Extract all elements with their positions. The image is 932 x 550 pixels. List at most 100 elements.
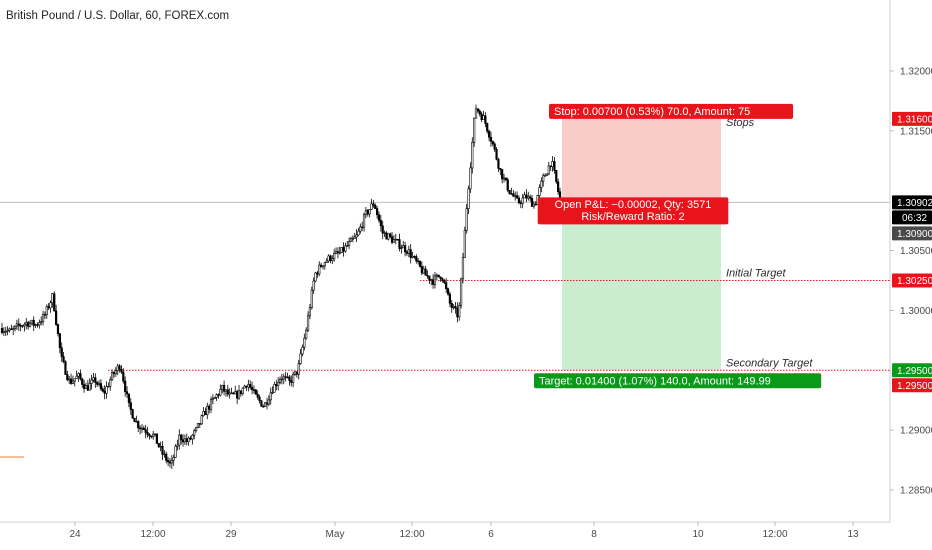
candle-body [394, 238, 397, 241]
candle-body [120, 369, 123, 373]
candle-body [43, 314, 47, 316]
candle-body [10, 328, 13, 330]
x-tick-label-3[interactable]: May [326, 529, 345, 540]
candle-body [392, 239, 396, 243]
stop-price-badge: 1.31600 [897, 114, 932, 125]
x-tick-label-8[interactable]: 12:00 [762, 529, 787, 540]
candle-body [23, 323, 26, 327]
candle-body [452, 306, 455, 308]
candle-body [288, 376, 291, 381]
candle-body [90, 379, 93, 384]
candle-body [252, 389, 256, 391]
candle-body [105, 386, 108, 394]
candle-body [428, 275, 431, 281]
chart-title: British Pound / U.S. Dollar, 60, FOREX.c… [6, 10, 229, 22]
x-tick-label-6[interactable]: 8 [591, 529, 597, 540]
candle-body [411, 255, 414, 258]
candle-body [385, 232, 388, 240]
candle-body [15, 323, 19, 327]
candle-body [237, 390, 241, 399]
candle-body [504, 177, 507, 181]
candle-body [398, 239, 401, 249]
candle-body [137, 421, 140, 429]
candle-body [555, 170, 558, 183]
candle-body [415, 256, 418, 262]
candle-body [66, 374, 69, 381]
candle-body [28, 322, 32, 327]
candle-body [463, 230, 466, 258]
candle-body [47, 306, 50, 309]
candle-body [547, 165, 550, 175]
candle-body [88, 383, 91, 391]
candle-body [221, 384, 224, 390]
stop-label: Stop: 0.00700 (0.53%) 70.0, Amount: 75 [554, 106, 750, 118]
candle-body [174, 445, 177, 458]
candle-body [278, 378, 282, 383]
candle-body [306, 315, 310, 331]
candle-body [557, 181, 560, 193]
x-tick-label-2[interactable]: 29 [225, 529, 237, 540]
current-price-badge-bg [892, 195, 932, 210]
candle-body [489, 136, 493, 142]
time-axis-ticks[interactable]: 24 12:00 29 May 12:00 6 8 10 12:00 13 [69, 522, 859, 540]
y-tick-label-0[interactable]: 1.32000 [900, 66, 932, 77]
candle-body [299, 353, 302, 364]
candle-body [514, 195, 517, 197]
candle-body [368, 209, 371, 215]
candle-body [495, 148, 498, 160]
x-tick-label-1[interactable]: 12:00 [140, 529, 165, 540]
candle-body [194, 427, 198, 431]
x-tick-label-0[interactable]: 24 [69, 529, 81, 540]
candle-body [538, 187, 541, 196]
candle-body [473, 117, 476, 143]
y-tick-label-5[interactable]: 1.28500 [900, 486, 932, 497]
candle-body [55, 310, 58, 325]
candle-body [480, 113, 483, 120]
y-tick-label-1[interactable]: 1.31500 [900, 126, 932, 137]
candle-body [236, 391, 239, 399]
x-tick-label-7[interactable]: 10 [692, 529, 704, 540]
candle-body [334, 251, 338, 254]
candle-body [493, 143, 496, 150]
candle-body [551, 161, 554, 168]
candle-body [327, 255, 330, 262]
candle-body [301, 346, 304, 355]
price-axis-ticks[interactable]: 1.32000 1.31500 1.30500 1.30000 1.29000 1.285… [890, 66, 932, 497]
candle-body [86, 385, 89, 391]
candle-body [515, 195, 519, 199]
x-tick-label-9[interactable]: 13 [847, 529, 859, 540]
candle-body [420, 266, 423, 274]
candle-body [112, 371, 116, 375]
candle-body [439, 276, 442, 279]
x-tick-label-4[interactable]: 12:00 [399, 529, 424, 540]
candle-body [366, 210, 369, 215]
candle-body [409, 249, 412, 258]
candle-body [155, 433, 158, 444]
candle-body [510, 193, 513, 195]
candle-body [124, 380, 127, 392]
target-zone [562, 202, 721, 371]
candle-body [443, 280, 446, 283]
candle-body [118, 365, 121, 370]
candle-body [310, 289, 313, 309]
candle-body [450, 303, 453, 308]
candle-body [467, 188, 470, 209]
candle-body [314, 272, 317, 282]
candle-body [157, 443, 160, 447]
y-tick-label-4[interactable]: 1.29000 [900, 426, 932, 437]
x-tick-label-5[interactable]: 6 [488, 529, 494, 540]
candle-body [172, 457, 175, 461]
candle-body [446, 288, 450, 295]
candle-body [502, 177, 506, 180]
candle-body [271, 391, 274, 394]
y-tick-label-3[interactable]: 1.30000 [900, 306, 932, 317]
candle-body [529, 196, 532, 199]
y-tick-label-2[interactable]: 1.30500 [900, 246, 932, 257]
candle-body [217, 394, 220, 396]
candle-body [4, 331, 7, 333]
candle-body [336, 251, 340, 254]
candle-body [53, 293, 56, 312]
candle-body [372, 203, 375, 206]
